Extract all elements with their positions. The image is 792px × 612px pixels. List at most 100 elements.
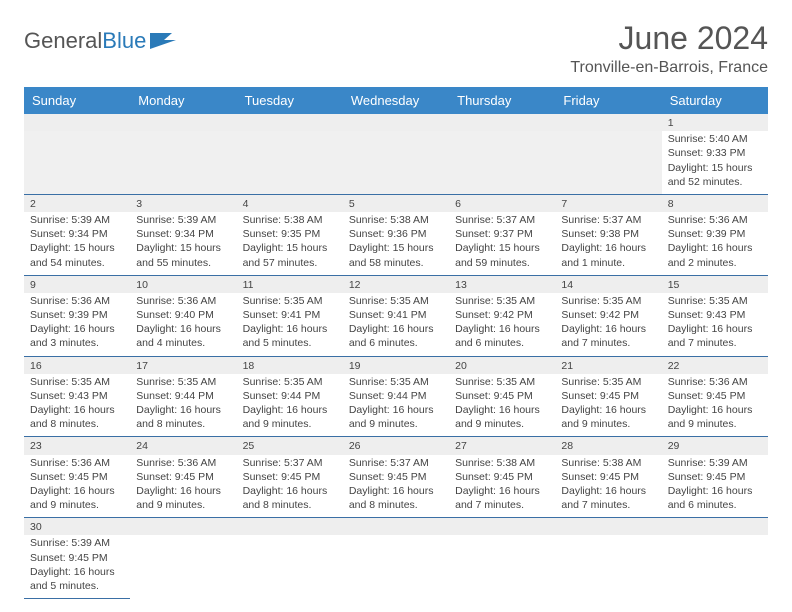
sunset-text: Sunset: 9:45 PM: [561, 470, 655, 484]
sunrise-text: Sunrise: 5:38 AM: [243, 213, 337, 227]
week-daynum-row: 9101112131415: [24, 275, 768, 293]
daylight-text: Daylight: 15 hours and 55 minutes.: [136, 241, 230, 269]
daylight-text: Daylight: 16 hours and 6 minutes.: [668, 484, 762, 512]
daylight-text: Daylight: 16 hours and 9 minutes.: [668, 403, 762, 431]
day-number-cell: [662, 518, 768, 536]
day-detail-cell: [24, 131, 130, 194]
week-daynum-row: 16171819202122: [24, 356, 768, 374]
sunset-text: Sunset: 9:39 PM: [30, 308, 124, 322]
week-detail-row: Sunrise: 5:35 AM Sunset: 9:43 PM Daylight:…: [24, 374, 768, 437]
daylight-text: Daylight: 16 hours and 4 minutes.: [136, 322, 230, 350]
day-number-cell: 21: [555, 356, 661, 374]
sunrise-text: Sunrise: 5:35 AM: [561, 375, 655, 389]
day-number-cell: 26: [343, 437, 449, 455]
day-number-cell: [130, 114, 236, 131]
title-block: June 2024 Tronville-en-Barrois, France: [570, 20, 768, 77]
col-monday: Monday: [130, 87, 236, 114]
day-number-cell: 18: [237, 356, 343, 374]
day-number-cell: 29: [662, 437, 768, 455]
daylight-text: Daylight: 16 hours and 7 minutes.: [561, 322, 655, 350]
sunrise-text: Sunrise: 5:38 AM: [455, 456, 549, 470]
sunset-text: Sunset: 9:45 PM: [561, 389, 655, 403]
daylight-text: Daylight: 16 hours and 6 minutes.: [455, 322, 549, 350]
day-detail-cell: Sunrise: 5:35 AMSunset: 9:42 PMDaylight:…: [555, 293, 661, 356]
day-detail-cell: Sunrise: 5:37 AMSunset: 9:37 PMDaylight:…: [449, 212, 555, 275]
sunrise-text: Sunrise: 5:36 AM: [136, 456, 230, 470]
sunset-text: Sunset: 9:45 PM: [30, 551, 124, 565]
day-detail-cell: Sunrise: 5:39 AMSunset: 9:34 PMDaylight:…: [24, 212, 130, 275]
day-number-cell: [449, 114, 555, 131]
sunset-text: Sunset: 9:42 PM: [561, 308, 655, 322]
day-number-cell: 7: [555, 194, 661, 212]
sunrise-text: Sunrise: 5:35 AM: [136, 375, 230, 389]
day-number-cell: 30: [24, 518, 130, 536]
day-detail-cell: Sunrise: 5:35 AMSunset: 9:45 PMDaylight:…: [449, 374, 555, 437]
logo-text-2: Blue: [102, 28, 146, 53]
sunrise-text: Sunrise: 5:36 AM: [30, 294, 124, 308]
day-detail-cell: Sunrise: 5:38 AMSunset: 9:35 PMDaylight:…: [237, 212, 343, 275]
day-number-cell: 20: [449, 356, 555, 374]
week-detail-row: Sunrise: 5:39 AMSunset: 9:34 PMDaylight:…: [24, 212, 768, 275]
col-saturday: Saturday: [662, 87, 768, 114]
daylight-text: Daylight: 15 hours and 58 minutes.: [349, 241, 443, 269]
logo-text: GeneralBlue: [24, 28, 146, 54]
week-detail-row: Sunrise: 5:40 AMSunset: 9:33 PMDaylight:…: [24, 131, 768, 194]
day-detail-cell: Sunrise: 5:40 AMSunset: 9:33 PMDaylight:…: [662, 131, 768, 194]
daylight-text: Daylight: 16 hours and 9 minutes.: [349, 403, 443, 431]
week-daynum-row: 23242526272829: [24, 437, 768, 455]
sunset-text: Sunset: 9:45 PM: [455, 470, 549, 484]
sunrise-text: Sunrise: 5:35 AM: [455, 294, 549, 308]
day-detail-cell: Sunrise: 5:37 AMSunset: 9:38 PMDaylight:…: [555, 212, 661, 275]
sunrise-text: Sunrise: 5:37 AM: [455, 213, 549, 227]
week-detail-row: Sunrise: 5:36 AMSunset: 9:45 PMDaylight:…: [24, 455, 768, 518]
sunset-text: Sunset: 9:45 PM: [668, 389, 762, 403]
sunset-text: Sunset: 9:38 PM: [561, 227, 655, 241]
day-number-cell: 8: [662, 194, 768, 212]
sunrise-text: Sunrise: 5:37 AM: [243, 456, 337, 470]
sunset-text: Sunset: 9:45 PM: [668, 470, 762, 484]
day-number-cell: 15: [662, 275, 768, 293]
sunset-text: Sunset: 9:43 PM: [30, 389, 124, 403]
daylight-text: Daylight: 16 hours and 8 minutes.: [136, 403, 230, 431]
sunrise-text: Sunrise: 5:35 AM: [561, 294, 655, 308]
day-number-cell: 3: [130, 194, 236, 212]
daylight-text: Daylight: 16 hours and 9 minutes.: [561, 403, 655, 431]
day-detail-cell: Sunrise: 5:37 AMSunset: 9:45 PMDaylight:…: [343, 455, 449, 518]
day-number-cell: 14: [555, 275, 661, 293]
sunset-text: Sunset: 9:42 PM: [455, 308, 549, 322]
daylight-text: Daylight: 16 hours and 9 minutes.: [243, 403, 337, 431]
page-title: June 2024: [570, 20, 768, 57]
daylight-text: Daylight: 16 hours and 8 minutes.: [349, 484, 443, 512]
day-number-cell: 23: [24, 437, 130, 455]
day-number-cell: [343, 114, 449, 131]
sunrise-text: Sunrise: 5:36 AM: [136, 294, 230, 308]
day-number-cell: 19: [343, 356, 449, 374]
sunset-text: Sunset: 9:34 PM: [30, 227, 124, 241]
day-number-cell: 2: [24, 194, 130, 212]
day-detail-cell: [449, 535, 555, 598]
day-number-cell: 16: [24, 356, 130, 374]
day-number-cell: 12: [343, 275, 449, 293]
sunset-text: Sunset: 9:43 PM: [668, 308, 762, 322]
day-detail-cell: Sunrise: 5:35 AMSunset: 9:43 PMDaylight:…: [662, 293, 768, 356]
sunrise-text: Sunrise: 5:37 AM: [349, 456, 443, 470]
sunset-text: Sunset: 9:45 PM: [455, 389, 549, 403]
sunrise-text: Sunrise: 5:35 AM: [668, 294, 762, 308]
calendar-body: 1Sunrise: 5:40 AMSunset: 9:33 PMDaylight…: [24, 114, 768, 599]
day-detail-cell: Sunrise: 5:35 AMSunset: 9:41 PMDaylight:…: [343, 293, 449, 356]
day-number-cell: [555, 114, 661, 131]
logo: GeneralBlue: [24, 28, 176, 54]
sunrise-text: Sunrise: 5:37 AM: [561, 213, 655, 227]
sunrise-text: Sunrise: 5:36 AM: [668, 375, 762, 389]
day-detail-cell: Sunrise: 5:36 AMSunset: 9:45 PMDaylight:…: [662, 374, 768, 437]
sunrise-text: Sunrise: 5:38 AM: [561, 456, 655, 470]
day-number-cell: 27: [449, 437, 555, 455]
daylight-text: Daylight: 16 hours and 5 minutes.: [243, 322, 337, 350]
col-wednesday: Wednesday: [343, 87, 449, 114]
daylight-text: Daylight: 16 hours and 3 minutes.: [30, 322, 124, 350]
day-detail-cell: Sunrise: 5:39 AMSunset: 9:34 PMDaylight:…: [130, 212, 236, 275]
sunset-text: Sunset: 9:45 PM: [243, 470, 337, 484]
sunset-text: Sunset: 9:44 PM: [243, 389, 337, 403]
location-subtitle: Tronville-en-Barrois, France: [570, 59, 768, 77]
week-daynum-row: 2345678: [24, 194, 768, 212]
